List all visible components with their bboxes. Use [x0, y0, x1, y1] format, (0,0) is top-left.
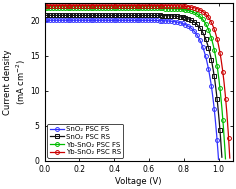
Yb-SnO₂ PSC FS — [43, 7, 46, 9]
SnO₂ PSC FS — [214, 120, 217, 122]
SnO₂ PSC FS — [171, 20, 173, 22]
SnO₂ PSC RS — [43, 14, 46, 16]
SnO₂ PSC RS — [220, 156, 223, 158]
Yb-SnO₂ PSC FS — [110, 7, 113, 9]
Line: SnO₂ PSC FS: SnO₂ PSC FS — [42, 18, 220, 161]
SnO₂ PSC FS — [57, 19, 60, 21]
Yb-SnO₂ PSC RS — [165, 5, 168, 7]
Line: Yb-SnO₂ PSC FS: Yb-SnO₂ PSC FS — [42, 6, 228, 161]
Line: Yb-SnO₂ PSC RS: Yb-SnO₂ PSC RS — [42, 4, 232, 160]
SnO₂ PSC FS — [209, 78, 212, 81]
SnO₂ PSC RS — [129, 14, 132, 16]
Yb-SnO₂ PSC FS — [135, 7, 138, 9]
X-axis label: Voltage (V): Voltage (V) — [115, 177, 162, 186]
SnO₂ PSC RS — [97, 14, 100, 16]
Line: SnO₂ PSC RS: SnO₂ PSC RS — [42, 13, 224, 159]
Legend: SnO₂ PSC FS, SnO₂ PSC RS, Yb-SnO₂ PSC FS, Yb-SnO₂ PSC RS: SnO₂ PSC FS, SnO₂ PSC RS, Yb-SnO₂ PSC FS… — [47, 124, 123, 158]
Yb-SnO₂ PSC FS — [221, 112, 224, 115]
Yb-SnO₂ PSC FS — [224, 158, 227, 160]
Yb-SnO₂ PSC RS — [117, 4, 120, 7]
Yb-SnO₂ PSC RS — [46, 4, 49, 7]
Y-axis label: Current density
(mA cm$^{-2}$): Current density (mA cm$^{-2}$) — [4, 49, 28, 115]
SnO₂ PSC RS — [48, 14, 51, 16]
SnO₂ PSC FS — [173, 20, 176, 23]
Yb-SnO₂ PSC FS — [192, 11, 195, 13]
SnO₂ PSC FS — [43, 19, 46, 21]
SnO₂ PSC RS — [172, 15, 175, 17]
SnO₂ PSC FS — [217, 158, 220, 160]
SnO₂ PSC FS — [85, 19, 88, 21]
SnO₂ PSC RS — [156, 14, 159, 17]
Yb-SnO₂ PSC RS — [152, 5, 155, 7]
Yb-SnO₂ PSC FS — [195, 12, 198, 15]
Yb-SnO₂ PSC RS — [43, 4, 46, 7]
Yb-SnO₂ PSC RS — [184, 5, 187, 7]
Yb-SnO₂ PSC RS — [73, 4, 76, 7]
Yb-SnO₂ PSC FS — [156, 7, 159, 10]
SnO₂ PSC RS — [146, 14, 149, 16]
Yb-SnO₂ PSC RS — [228, 157, 231, 159]
